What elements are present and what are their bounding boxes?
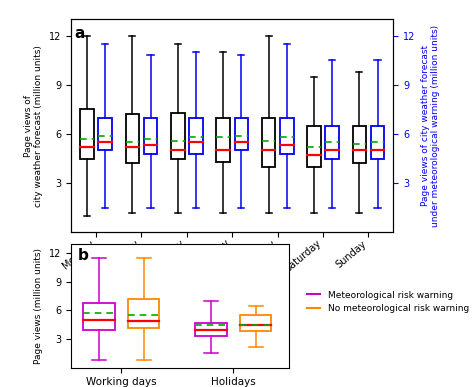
Y-axis label: Page views of city weather forecast
under meteorological warning (million units): Page views of city weather forecast unde… — [421, 25, 440, 227]
Y-axis label: Page views (million units): Page views (million units) — [35, 248, 44, 364]
Text: a: a — [74, 26, 85, 41]
Y-axis label: Page views of
city weather forecast (million units): Page views of city weather forecast (mil… — [24, 45, 44, 207]
Text: b: b — [78, 248, 89, 262]
Legend: Meteorological risk warning, No meteorological risk warning: Meteorological risk warning, No meteorol… — [303, 287, 473, 317]
